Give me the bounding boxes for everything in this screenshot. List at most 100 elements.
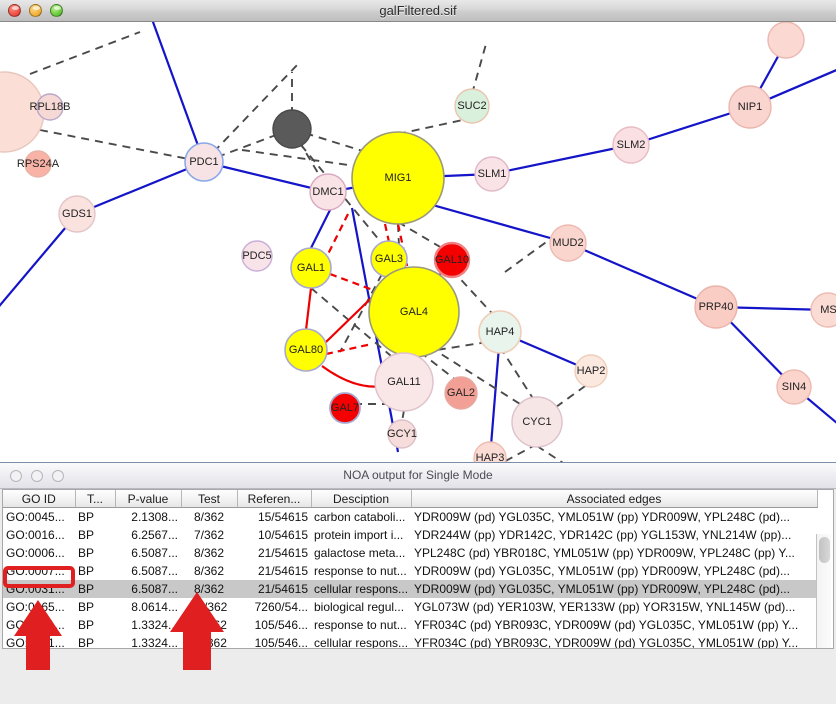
cell-edges: YGL073W (pd) YER103W, YER133W (pp) YOR31… bbox=[414, 600, 796, 614]
node-gal1[interactable] bbox=[290, 247, 332, 289]
cell-reference: 10/54615 bbox=[257, 528, 308, 542]
node-hap4[interactable] bbox=[478, 310, 522, 354]
noa-results-table-container[interactable]: GO ID T... P-value Test Referen... Desci… bbox=[2, 489, 834, 649]
cell-pvalue: 6.5087... bbox=[131, 564, 178, 578]
column-header-go-id[interactable]: GO ID bbox=[3, 490, 76, 508]
noa-zoom-button[interactable] bbox=[52, 470, 64, 482]
cell-type: BP bbox=[78, 546, 95, 560]
close-button[interactable] bbox=[8, 4, 21, 17]
network-canvas[interactable]: RPL18B RPS24A GDS1 PDC1 PDC5 DMC1 MIG1 S… bbox=[0, 22, 836, 462]
cell-test: 8/362 bbox=[193, 546, 225, 560]
node-pdc5[interactable] bbox=[241, 240, 273, 272]
column-header-test[interactable]: Test bbox=[181, 490, 238, 508]
cell-edges: YDR009W (pd) YGL035C, YML051W (pp) YDR00… bbox=[414, 564, 790, 578]
noa-minimize-button[interactable] bbox=[31, 470, 43, 482]
node-unlabeled-dark[interactable] bbox=[272, 109, 312, 149]
column-header-associated-edges[interactable]: Associated edges bbox=[411, 490, 818, 508]
node-gcy1[interactable] bbox=[387, 419, 417, 449]
node-rpl18b[interactable] bbox=[36, 93, 64, 121]
cell-reference: 21/54615 bbox=[257, 546, 308, 560]
column-header-reference[interactable]: Referen... bbox=[237, 490, 312, 508]
cell-description: carbon cataboli... bbox=[314, 510, 406, 524]
node-sin4[interactable] bbox=[776, 369, 812, 405]
node-suc2[interactable] bbox=[454, 88, 490, 124]
node-slm1[interactable] bbox=[474, 156, 510, 192]
node-gal80[interactable] bbox=[284, 328, 328, 372]
nodes-layer[interactable] bbox=[0, 22, 836, 462]
table-row[interactable]: GO:0007... BP 6.5087... 8/362 21/54615 r… bbox=[3, 562, 817, 580]
cell-type: BP bbox=[78, 618, 95, 632]
zoom-button[interactable] bbox=[50, 4, 63, 17]
network-graph[interactable]: RPL18B RPS24A GDS1 PDC1 PDC5 DMC1 MIG1 S… bbox=[0, 22, 836, 462]
cell-go-id: GO:0031... bbox=[6, 618, 65, 632]
table-row[interactable]: GO:0031... BP 1.3324... 11/362 105/546..… bbox=[3, 616, 817, 634]
node-gal4[interactable] bbox=[368, 266, 460, 358]
node-hap2[interactable] bbox=[574, 354, 608, 388]
node-gal7[interactable] bbox=[329, 392, 361, 424]
cell-edges: YFR034C (pd) YBR093C, YDR009W (pd) YGL03… bbox=[414, 618, 799, 632]
cell-description: protein import i... bbox=[314, 528, 404, 542]
node-dmc1[interactable] bbox=[309, 173, 347, 211]
node-prp40[interactable] bbox=[694, 285, 738, 329]
cell-description: response to nut... bbox=[314, 564, 407, 578]
cell-edges: YPL248C (pd) YBR018C, YML051W (pp) YDR00… bbox=[414, 546, 795, 560]
cell-edges: YDR244W (pp) YDR142C, YDR142C (pp) YGL15… bbox=[414, 528, 792, 542]
node-cyc1[interactable] bbox=[511, 396, 563, 448]
node-pdc1[interactable] bbox=[184, 142, 224, 182]
cell-go-id: GO:0007... bbox=[6, 564, 65, 578]
node-mig1[interactable] bbox=[351, 131, 445, 225]
noa-results-table: GO ID T... P-value Test Referen... Desci… bbox=[3, 490, 818, 649]
table-row[interactable]: GO:0045... BP 2.1308... 8/362 15/54615 c… bbox=[3, 508, 817, 527]
cell-pvalue: 1.3324... bbox=[131, 618, 178, 632]
table-row[interactable]: GO:0006... BP 6.5087... 8/362 21/54615 g… bbox=[3, 544, 817, 562]
node-msi[interactable] bbox=[810, 292, 836, 328]
table-row-selected[interactable]: GO:0031... BP 6.5087... 8/362 21/54615 c… bbox=[3, 580, 817, 598]
cell-type: BP bbox=[78, 528, 95, 542]
table-row[interactable]: GO:0031... BP 1.3324... 11/362 105/546..… bbox=[3, 634, 817, 649]
node-rps24a[interactable] bbox=[24, 150, 52, 178]
cell-description: cellular respons... bbox=[314, 636, 409, 649]
cell-edges: YFR034C (pd) YBR093C, YDR009W (pd) YGL03… bbox=[414, 636, 799, 649]
cell-description: cellular respons... bbox=[311, 580, 411, 598]
node-slm2[interactable] bbox=[612, 126, 650, 164]
node-gal10[interactable] bbox=[433, 241, 471, 279]
cell-description: biological regul... bbox=[314, 600, 405, 614]
cell-reference: 7260/54... bbox=[254, 600, 308, 614]
column-header-description[interactable]: Desciption bbox=[311, 490, 412, 508]
node-gal11[interactable] bbox=[374, 352, 434, 412]
cell-pvalue: 6.5087... bbox=[115, 580, 181, 598]
node-unlabeled-topright[interactable] bbox=[767, 22, 805, 59]
node-hap3[interactable] bbox=[473, 441, 507, 462]
node-mud2[interactable] bbox=[549, 224, 587, 262]
cell-pvalue: 6.5087... bbox=[131, 546, 178, 560]
node-gal2[interactable] bbox=[444, 376, 478, 410]
cell-edges: YDR009W (pd) YGL035C, YML051W (pp) YDR00… bbox=[414, 510, 790, 524]
noa-close-button[interactable] bbox=[10, 470, 22, 482]
column-header-pvalue[interactable]: P-value bbox=[115, 490, 182, 508]
cell-reference: 21/54615 bbox=[237, 580, 311, 598]
node-gds1[interactable] bbox=[58, 195, 96, 233]
cell-pvalue: 6.2567... bbox=[131, 528, 178, 542]
scrollbar-thumb[interactable] bbox=[819, 537, 830, 563]
cell-test: 8/362 bbox=[193, 510, 225, 524]
table-body: GO:0045... BP 2.1308... 8/362 15/54615 c… bbox=[3, 508, 817, 649]
table-row[interactable]: GO:0065... BP 8.0614... 94/362 7260/54..… bbox=[3, 598, 817, 616]
cell-test: 8/362 bbox=[193, 564, 225, 578]
column-header-type[interactable]: T... bbox=[75, 490, 116, 508]
cell-type: BP bbox=[78, 636, 95, 649]
node-nip1[interactable] bbox=[728, 85, 772, 129]
minimize-button[interactable] bbox=[29, 4, 42, 17]
cell-reference: 15/54615 bbox=[257, 510, 308, 524]
gray-dashed-edges bbox=[29, 31, 589, 462]
table-vertical-scrollbar[interactable] bbox=[816, 534, 831, 648]
cell-go-id: GO:0031... bbox=[6, 636, 65, 649]
cell-type: BP bbox=[78, 510, 95, 524]
cell-reference: 21/54615 bbox=[257, 564, 308, 578]
cell-go-id: GO:0016... bbox=[6, 528, 65, 542]
cell-type: BP bbox=[78, 564, 95, 578]
cell-go-id: GO:0006... bbox=[6, 546, 65, 560]
cell-test: 11/362 bbox=[191, 618, 227, 632]
cell-type: BP bbox=[78, 600, 95, 614]
window-title: galFiltered.sif bbox=[379, 3, 457, 18]
table-row[interactable]: GO:0016... BP 6.2567... 7/362 10/54615 p… bbox=[3, 526, 817, 544]
